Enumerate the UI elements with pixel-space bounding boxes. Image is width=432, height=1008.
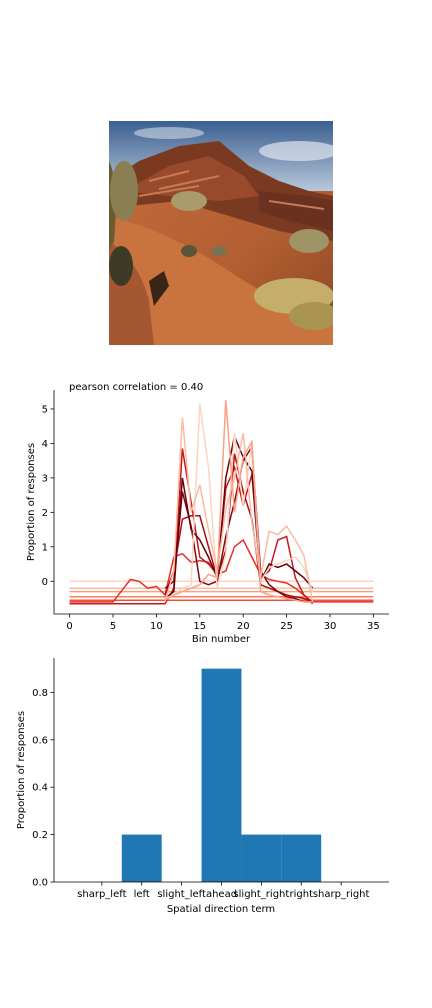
line-chart: pearson correlation = 0.40 0 5 10 15 20 25 30 3… <box>26 382 389 645</box>
x-tick-label: 35 <box>367 621 380 632</box>
y-tick-label: 0 <box>42 577 48 588</box>
y-axis-label: Proportion of responses <box>16 711 27 829</box>
bar-right <box>281 834 322 882</box>
x-tick-label: 10 <box>150 621 163 632</box>
x-tick-label: right <box>290 889 314 900</box>
y-axis-label: Proportion of responses <box>26 443 37 561</box>
y-tick-label: 3 <box>42 473 48 484</box>
x-tick-label: 0 <box>66 621 72 632</box>
series-lines <box>69 400 374 605</box>
series-line <box>69 448 314 605</box>
y-tick-label: 4 <box>42 439 48 450</box>
series-line <box>164 400 313 603</box>
y-tick-label: 0.4 <box>32 783 48 794</box>
x-tick-label: 30 <box>324 621 337 632</box>
bar-ahead <box>201 668 242 882</box>
x-axis-label: Bin number <box>192 634 251 645</box>
y-tick-label: 0.6 <box>32 735 48 746</box>
x-axis: sharp_left left slight_left aheadslight_rig… <box>54 881 389 900</box>
desert-landscape-photo <box>109 121 333 345</box>
series-line <box>164 417 314 603</box>
y-tick-label: 0.0 <box>32 878 48 889</box>
y-tick-label: 0.2 <box>32 830 48 841</box>
y-tick-label: 0.8 <box>32 688 48 699</box>
x-tick-label: sharp_left <box>77 889 126 900</box>
x-tick-label: 15 <box>193 621 206 632</box>
y-tick-label: 5 <box>42 404 48 415</box>
y-tick-label: 1 <box>42 542 48 553</box>
x-tick-label: sharp_right <box>313 889 370 900</box>
x-tick-label: slight_right <box>233 889 289 900</box>
x-tick-label: left <box>134 889 150 900</box>
series-line <box>164 403 314 600</box>
y-axis: 0.0 0.2 0.4 0.6 0.8 <box>32 658 55 889</box>
y-axis: 0 1 2 3 4 5 <box>42 390 55 614</box>
x-axis: 0 5 10 15 20 25 30 35 <box>54 613 389 632</box>
bar-chart: sharp_left left slight_left aheadslight_rig… <box>16 658 389 915</box>
x-axis-label: Spatial direction term <box>167 904 275 915</box>
bars <box>121 668 322 882</box>
bar-slight_right <box>241 834 282 882</box>
series-line <box>164 433 314 600</box>
bar-left <box>121 834 162 882</box>
x-tick-label: 5 <box>110 621 116 632</box>
y-tick-label: 2 <box>42 508 48 519</box>
x-tick-label: 20 <box>237 621 250 632</box>
x-tick-label: ahead <box>206 889 237 900</box>
x-tick-label: slight_left <box>157 889 206 900</box>
chart-title: pearson correlation = 0.40 <box>69 382 203 393</box>
x-tick-label: 25 <box>280 621 293 632</box>
